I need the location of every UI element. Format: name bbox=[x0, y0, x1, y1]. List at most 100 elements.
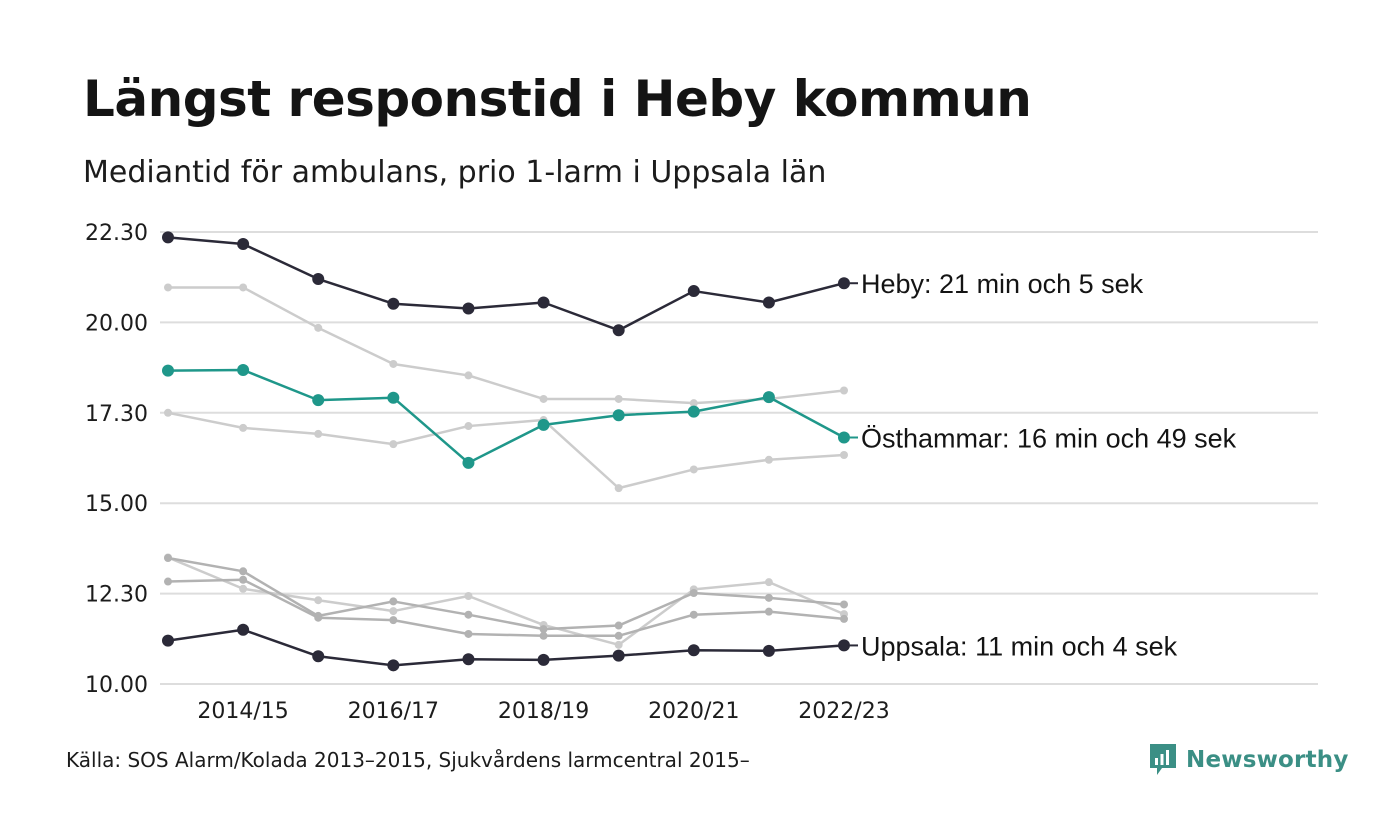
data-point bbox=[464, 592, 473, 601]
y-tick-label: 20.00 bbox=[85, 311, 148, 336]
data-point bbox=[762, 296, 775, 309]
series-line bbox=[167, 368, 845, 465]
series-end-labels: Östhammar: 16 min och 49 sek Heby: 21 min… bbox=[850, 269, 1237, 661]
brand-name: Newsworthy bbox=[1186, 747, 1349, 773]
data-point bbox=[840, 450, 848, 459]
data-point bbox=[464, 422, 473, 431]
x-tick-label: 2016/17 bbox=[348, 699, 439, 724]
data-point bbox=[764, 593, 773, 602]
data-point bbox=[162, 364, 174, 377]
series-heby bbox=[162, 231, 850, 337]
data-point bbox=[840, 386, 848, 395]
series--sthammar bbox=[162, 364, 850, 469]
x-tick-label: 2018/19 bbox=[498, 699, 589, 724]
chart-subtitle: Mediantid för ambulans, prio 1-larm i Up… bbox=[83, 155, 827, 190]
series-line bbox=[167, 628, 845, 667]
data-point bbox=[239, 567, 248, 576]
brand-logo[interactable]: Newsworthy bbox=[1148, 742, 1349, 778]
data-point bbox=[164, 577, 172, 586]
data-point bbox=[764, 455, 773, 464]
series-end-label: Uppsala: 11 min och 4 sek bbox=[861, 631, 1178, 661]
data-point bbox=[314, 323, 323, 332]
data-point bbox=[612, 324, 625, 337]
data-point bbox=[614, 631, 623, 640]
data-point bbox=[689, 399, 698, 408]
data-point bbox=[687, 644, 700, 657]
series-line bbox=[167, 556, 845, 631]
data-point bbox=[838, 639, 850, 652]
data-point bbox=[840, 600, 848, 609]
y-tick-label: 17.30 bbox=[85, 402, 148, 427]
series-other-4 bbox=[164, 575, 848, 640]
data-point bbox=[614, 621, 623, 630]
series-end-label: Östhammar: 16 min och 49 sek bbox=[861, 424, 1237, 454]
data-point bbox=[464, 629, 473, 638]
data-point bbox=[537, 296, 550, 309]
data-point bbox=[838, 277, 850, 290]
data-point bbox=[164, 554, 172, 563]
data-point bbox=[614, 484, 623, 493]
data-point bbox=[237, 238, 250, 251]
source-note: Källa: SOS Alarm/Kolada 2013–2015, Sjukv… bbox=[66, 748, 750, 772]
data-point bbox=[462, 653, 475, 666]
data-point bbox=[239, 283, 248, 292]
x-tick-label: 2014/15 bbox=[197, 699, 288, 724]
data-point bbox=[314, 613, 323, 622]
series-line bbox=[167, 578, 845, 638]
data-point bbox=[614, 640, 623, 649]
y-tick-label: 10.00 bbox=[85, 673, 148, 698]
data-point bbox=[539, 394, 548, 403]
series-line bbox=[167, 556, 845, 647]
y-tick-label: 22.30 bbox=[85, 221, 148, 246]
series-end-label: Heby: 21 min och 5 sek bbox=[861, 269, 1144, 299]
series-line bbox=[167, 411, 845, 490]
y-tick-label: 12.30 bbox=[85, 583, 148, 608]
data-point bbox=[764, 578, 773, 587]
data-point bbox=[537, 418, 550, 431]
data-point bbox=[464, 371, 473, 380]
data-point bbox=[312, 650, 325, 663]
y-tick-label: 15.00 bbox=[85, 492, 148, 517]
y-axis-ticks: 10.00 12.30 15.00 17.30 20.00 22.30 bbox=[85, 221, 148, 698]
newsworthy-logo-icon bbox=[1150, 744, 1176, 775]
data-point bbox=[539, 631, 548, 640]
series-uppsala bbox=[162, 623, 850, 672]
data-point bbox=[164, 283, 172, 292]
data-point bbox=[762, 644, 775, 657]
data-point bbox=[840, 614, 848, 623]
data-point bbox=[389, 597, 398, 606]
grid-lines bbox=[160, 231, 1318, 685]
data-point bbox=[389, 616, 398, 625]
data-point bbox=[612, 649, 625, 662]
data-point bbox=[237, 364, 250, 377]
data-point bbox=[314, 596, 323, 605]
x-axis-ticks: 2014/15 2016/17 2018/19 2020/21 2022/23 bbox=[197, 699, 889, 724]
data-point bbox=[462, 302, 475, 315]
data-point bbox=[687, 285, 700, 298]
data-point bbox=[838, 431, 850, 444]
data-point bbox=[387, 659, 400, 672]
series-other-3 bbox=[164, 554, 848, 634]
data-point bbox=[762, 391, 775, 404]
data-point bbox=[689, 588, 698, 597]
data-point bbox=[239, 575, 248, 584]
data-point bbox=[314, 429, 323, 438]
data-point bbox=[312, 273, 325, 286]
data-point bbox=[689, 465, 698, 474]
data-point bbox=[387, 297, 400, 310]
x-tick-label: 2020/21 bbox=[648, 699, 739, 724]
line-chart: 10.00 12.30 15.00 17.30 20.00 22.30 2014/15 20… bbox=[85, 221, 1318, 724]
data-point bbox=[237, 623, 250, 636]
data-point bbox=[162, 231, 174, 244]
data-point bbox=[537, 653, 550, 666]
chart-title: Längst responstid i Heby kommun bbox=[83, 70, 1032, 128]
data-point bbox=[764, 607, 773, 616]
series-lines bbox=[162, 231, 850, 672]
data-point bbox=[462, 456, 475, 469]
data-point bbox=[612, 409, 625, 422]
series-other-0 bbox=[164, 283, 848, 408]
data-point bbox=[239, 423, 248, 432]
data-point bbox=[387, 391, 400, 404]
data-point bbox=[164, 408, 172, 417]
data-point bbox=[614, 394, 623, 403]
